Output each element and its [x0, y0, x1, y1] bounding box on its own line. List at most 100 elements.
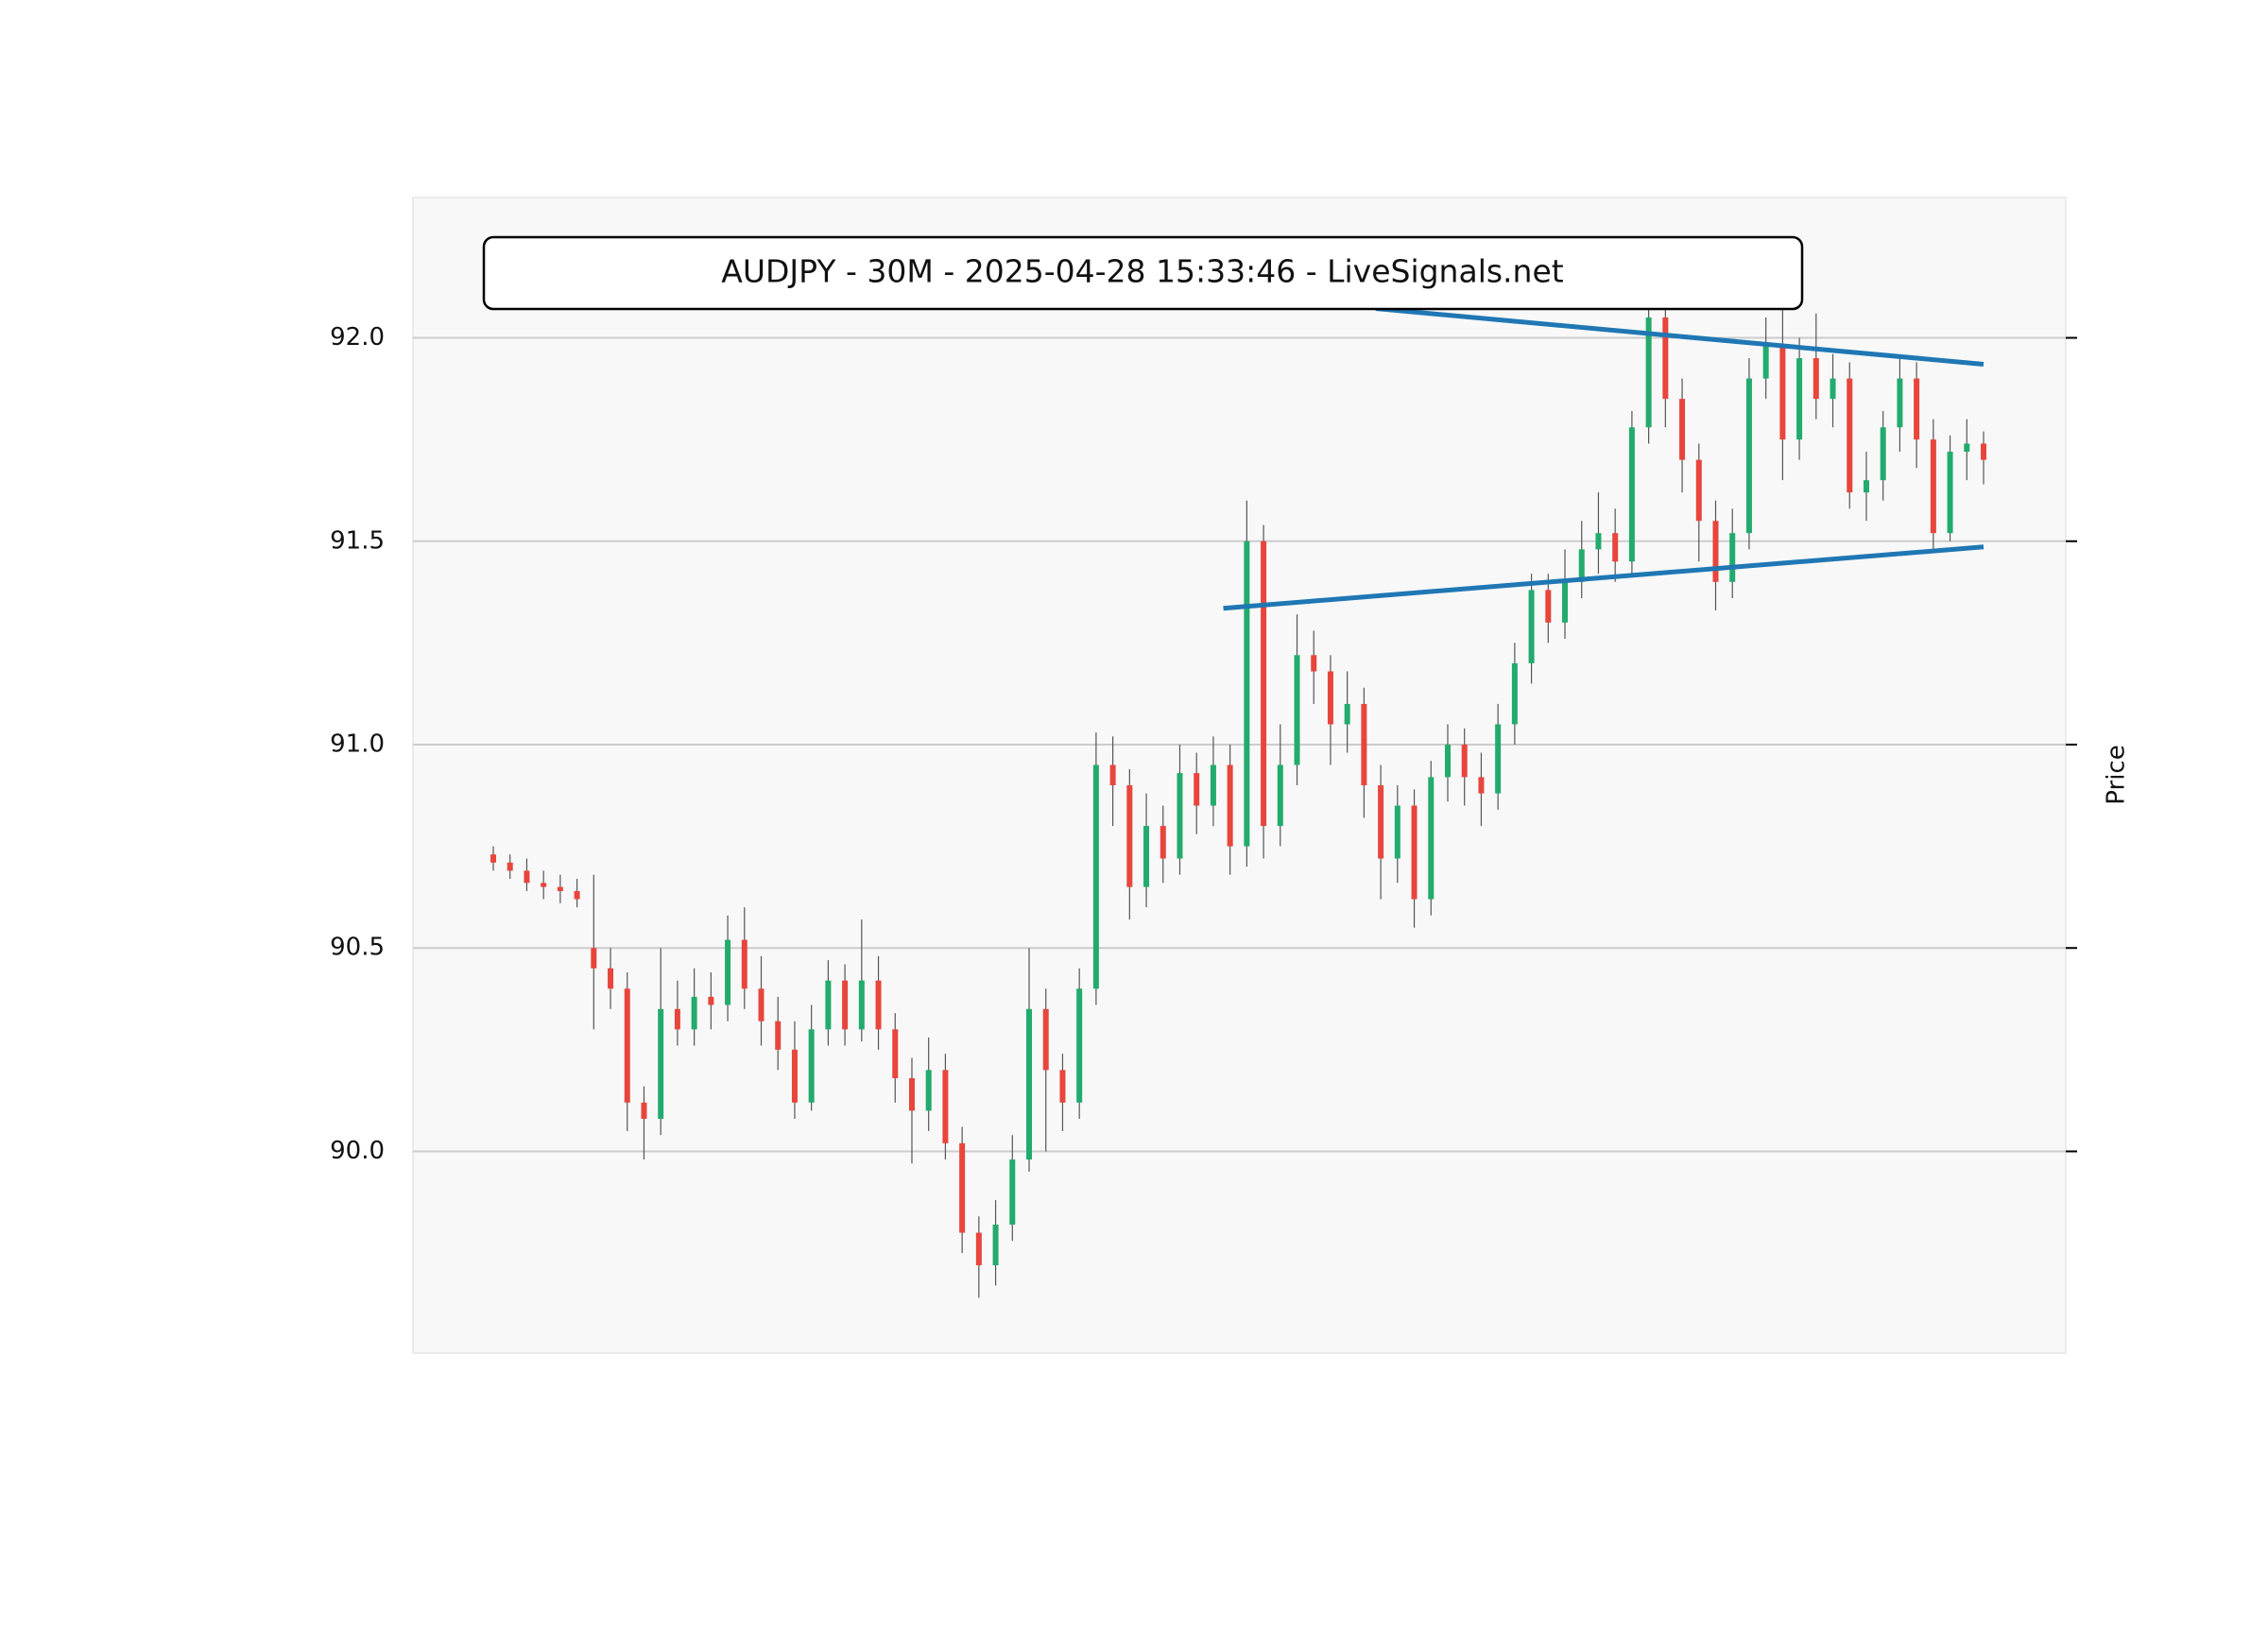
candle-body [557, 886, 563, 891]
candle-body [1595, 533, 1602, 550]
y-tick-label: 92.0 [330, 323, 385, 352]
candle-body [908, 1077, 915, 1111]
plot-area [412, 197, 2067, 1354]
candle-body [1880, 427, 1886, 481]
trendline [1223, 544, 1984, 611]
candle-body [1109, 764, 1116, 786]
candle-body [1461, 744, 1468, 778]
candle-body [1428, 777, 1435, 900]
candle-body [975, 1232, 982, 1266]
candle-body [1327, 671, 1333, 725]
candle-body [741, 939, 747, 989]
candle-body [641, 1102, 647, 1120]
candle-body [674, 1008, 680, 1030]
candle-body [1562, 581, 1569, 623]
candle-body [1897, 378, 1903, 428]
candle-body [1177, 773, 1183, 859]
candle-body [1745, 378, 1752, 534]
candle-body [708, 996, 714, 1005]
candle-body [1244, 540, 1250, 847]
candle-body [1361, 703, 1367, 786]
candle-body [808, 1029, 815, 1103]
candle-body [1645, 317, 1652, 428]
candle-body [1092, 764, 1099, 989]
candle-body [1194, 773, 1200, 806]
y-tick-label: 91.0 [330, 729, 385, 758]
candle-body [1528, 590, 1535, 663]
candle-body [825, 980, 832, 1030]
candle-body [608, 968, 614, 989]
candle-body [1411, 805, 1418, 900]
candle-body [1679, 399, 1686, 460]
candle-body [524, 870, 530, 884]
candle-body [1863, 480, 1869, 493]
candle-body [490, 854, 496, 863]
candle-body [942, 1070, 949, 1143]
candle-body [959, 1142, 966, 1233]
candle-body [1796, 358, 1803, 440]
candle-body [875, 980, 882, 1030]
candle-body [1847, 378, 1853, 493]
title-box [482, 235, 1804, 311]
y-tick-label: 90.0 [330, 1137, 385, 1165]
candle-body [725, 939, 731, 1005]
candle-body [1378, 785, 1384, 859]
candle-body [1612, 533, 1619, 562]
y-tick-label: 90.5 [330, 934, 385, 962]
candle-body [1762, 346, 1769, 379]
candle-body [1947, 452, 1953, 534]
candle-body [1143, 826, 1150, 887]
candle-body [925, 1070, 932, 1111]
candle-body [1026, 1008, 1033, 1160]
candle-body [591, 948, 597, 969]
trendlines [1223, 306, 1984, 611]
chart-title: AUDJPY - 30M - 2025-04-28 15:33:46 - Liv… [721, 253, 1563, 290]
candle-body [1930, 439, 1936, 534]
candle-body [1160, 826, 1166, 859]
candle-body [1695, 459, 1702, 522]
y-axis-label: Price [2103, 745, 2131, 804]
trendline [1375, 306, 1984, 367]
candle-body [1394, 805, 1400, 859]
candle-body [1076, 988, 1083, 1103]
candle-body [1261, 540, 1267, 827]
candle-body [1009, 1159, 1016, 1225]
candle-body [1311, 655, 1317, 672]
candle-body [758, 988, 765, 1021]
candle-body [541, 883, 547, 887]
candle-body [691, 996, 697, 1030]
candle-body [1628, 427, 1635, 562]
candle-body [1511, 662, 1518, 725]
candle-body [507, 862, 513, 871]
candle-body [1042, 1008, 1049, 1071]
candle-body [658, 1008, 664, 1120]
candle-body [1729, 533, 1736, 582]
candle-body [1981, 443, 1986, 460]
candle-body [992, 1224, 999, 1266]
candle-body [892, 1029, 899, 1078]
candle-body [1662, 317, 1669, 400]
candle-body [1210, 764, 1216, 806]
candle-body [775, 1021, 782, 1050]
grid [413, 336, 2066, 1153]
candle-body [1478, 777, 1485, 794]
candle-body [1914, 378, 1920, 440]
candle-body [1545, 590, 1552, 623]
candle-body [1227, 764, 1233, 847]
candle-body [791, 1049, 798, 1103]
candle-body [1059, 1070, 1066, 1103]
candle-body [1779, 346, 1786, 440]
candle-body [1444, 744, 1451, 778]
candle-body [624, 988, 630, 1103]
candle-body [1277, 764, 1283, 827]
candle-body [1578, 549, 1585, 582]
candle-body [1294, 655, 1300, 765]
candle-body [1495, 724, 1502, 794]
candle-body [574, 890, 580, 900]
candle-body [1964, 443, 1970, 453]
candle-body [842, 980, 849, 1030]
candle-body [1344, 703, 1350, 725]
candle-body [1126, 785, 1133, 887]
y-axis: 90.0 90.5 91.0 91.5 92.0 [330, 323, 2077, 1165]
